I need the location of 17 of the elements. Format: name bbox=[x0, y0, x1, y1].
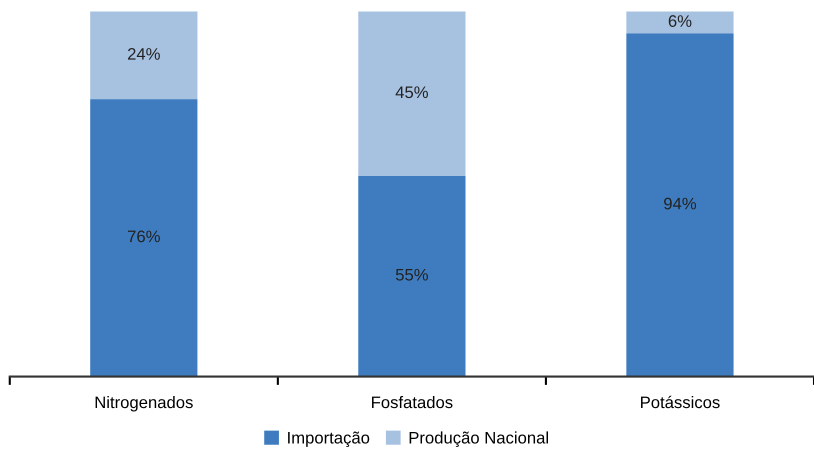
data-label: 76% bbox=[128, 230, 160, 242]
data-label: 94% bbox=[664, 198, 696, 210]
data-label: 6% bbox=[668, 15, 692, 27]
legend-label: Importação bbox=[288, 432, 370, 447]
legend-label: Produção Nacional bbox=[410, 431, 548, 447]
x-tick-label: Nitrogenados bbox=[96, 396, 193, 412]
bar bbox=[358, 12, 466, 176]
bar bbox=[358, 176, 466, 377]
data-label: 55% bbox=[396, 268, 428, 281]
bar bbox=[626, 12, 734, 34]
data-label: 45% bbox=[396, 86, 428, 98]
x-tick-label: Fosfatados bbox=[372, 396, 453, 408]
bar bbox=[90, 99, 198, 377]
data-label: 24% bbox=[128, 48, 160, 60]
x-tick-label: Potássicos bbox=[641, 396, 720, 408]
bar bbox=[626, 33, 734, 377]
bar bbox=[90, 12, 198, 100]
